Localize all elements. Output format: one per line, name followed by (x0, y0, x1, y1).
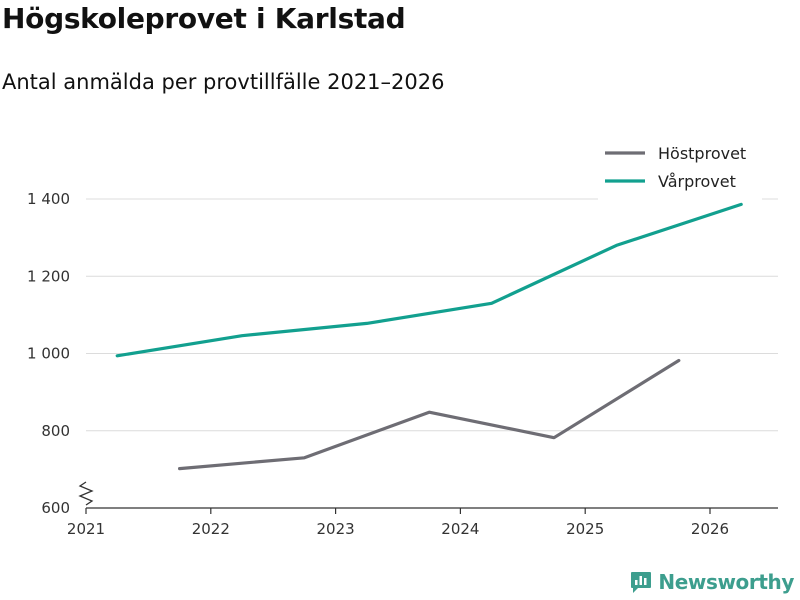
x-tick-label: 2024 (441, 520, 479, 538)
x-tick-label: 2021 (67, 520, 105, 538)
brand-name: Newsworthy (658, 570, 794, 594)
x-tick-label: 2025 (566, 520, 604, 538)
y-tick-label: 1 000 (27, 345, 70, 363)
axes: 600 800 1 000 1 200 1 400 2021 2022 2023 2024 202… (27, 190, 778, 538)
legend: Höstprovet Vårprovet (598, 138, 762, 200)
legend-label: Höstprovet (658, 144, 746, 163)
grid-lines (86, 198, 778, 432)
y-tick-label: 800 (41, 422, 70, 440)
y-tick-label: 1 200 (27, 267, 70, 285)
series-line-höstprovet (178, 358, 681, 471)
newsworthy-brand: Newsworthy (630, 570, 794, 594)
y-tick-label: 1 400 (27, 190, 70, 208)
chart-title: Högskoleprovet i Karlstad (2, 2, 406, 35)
legend-background (598, 138, 762, 200)
x-tick-label: 2026 (691, 520, 729, 538)
series-line-vårprovet (115, 202, 743, 358)
axis-break-icon (78, 481, 94, 506)
newsworthy-logo-icon (631, 572, 652, 593)
x-tick-label: 2022 (192, 520, 230, 538)
series-lines (115, 202, 743, 471)
y-tick-label: 600 (41, 499, 70, 517)
x-tick-label: 2023 (317, 520, 355, 538)
chart-subtitle: Antal anmälda per provtillfälle 2021–202… (2, 70, 445, 94)
legend-label: Vårprovet (658, 172, 736, 191)
